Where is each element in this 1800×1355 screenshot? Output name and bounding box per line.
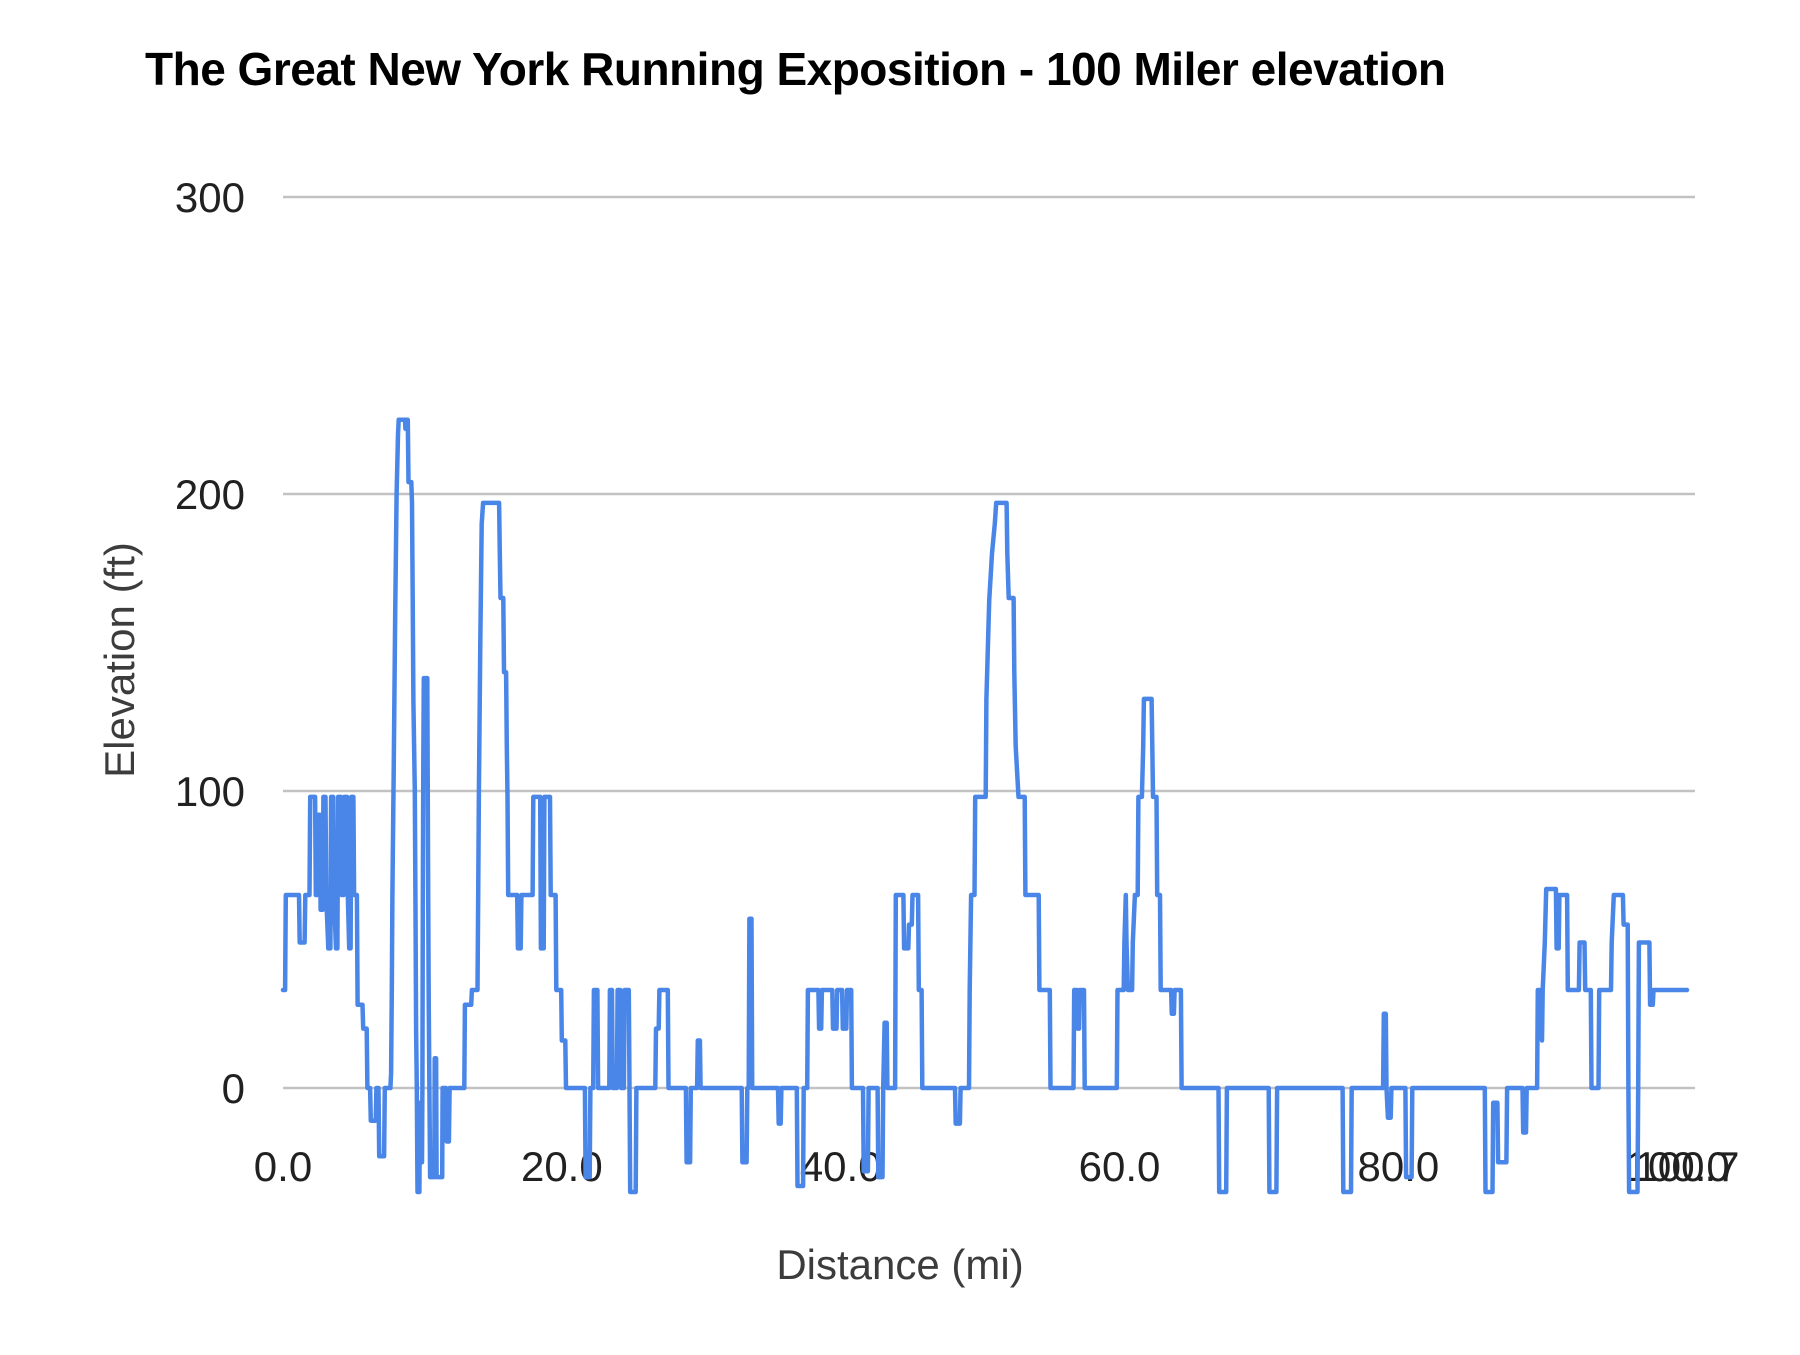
series-lines [280, 417, 1690, 1195]
y-tick-label: 100 [175, 768, 245, 815]
x-tick-label: 100.7 [1634, 1143, 1739, 1190]
elevation-line [280, 417, 1690, 1195]
y-tick-label: 200 [175, 471, 245, 518]
y-tick-label: 0 [222, 1065, 245, 1112]
y-axis-title: Elevation (ft) [96, 542, 143, 778]
chart-title: The Great New York Running Exposition - … [145, 43, 1446, 95]
x-tick-label: 60.0 [1079, 1143, 1161, 1190]
y-tick-labels: 0 100 200 300 [175, 174, 245, 1112]
x-axis-title: Distance (mi) [776, 1241, 1024, 1288]
x-tick-label: 80.0 [1358, 1143, 1440, 1190]
y-tick-label: 300 [175, 174, 245, 221]
x-tick-label: 0.0 [254, 1143, 312, 1190]
x-tick-label: 100.0 [1625, 1143, 1730, 1190]
